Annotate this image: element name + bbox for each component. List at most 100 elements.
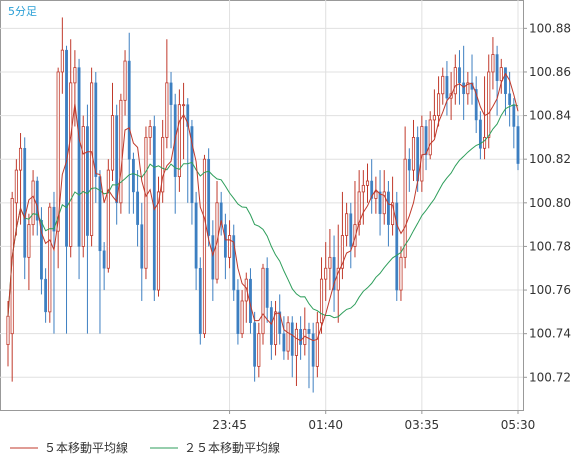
candle xyxy=(110,82,115,182)
candle-body xyxy=(165,82,169,138)
candle xyxy=(223,213,227,280)
candle-body xyxy=(495,54,499,81)
candle-body xyxy=(69,82,73,247)
y-tick-label: 100.86 xyxy=(529,65,571,79)
candle-body xyxy=(395,202,399,291)
candle-body xyxy=(60,49,64,73)
candle-body xyxy=(273,311,278,345)
candle-body xyxy=(140,224,144,269)
candle-body xyxy=(432,115,436,121)
candle-body xyxy=(6,315,10,345)
candle-body xyxy=(223,224,227,258)
candle xyxy=(269,300,273,360)
candle-body xyxy=(315,322,319,367)
candle-body xyxy=(14,169,18,204)
candle-body xyxy=(361,184,365,193)
candle xyxy=(136,170,139,247)
candle-body xyxy=(261,267,265,335)
candle-body xyxy=(407,158,411,171)
candle xyxy=(31,170,35,236)
candle xyxy=(207,148,211,247)
candle-body xyxy=(56,71,60,232)
candle-body xyxy=(44,278,48,313)
candle-body xyxy=(437,93,441,116)
candle-body xyxy=(336,267,340,291)
candle-body xyxy=(48,206,52,313)
candle xyxy=(44,268,48,323)
candle xyxy=(102,242,106,291)
candle xyxy=(56,67,60,269)
candle-body xyxy=(328,256,332,269)
candle-body xyxy=(307,329,311,334)
y-axis: 100.72 100.74 100.76 100.78 100.80 100.82 100.… xyxy=(523,21,571,384)
ma25-line xyxy=(7,104,519,319)
candle xyxy=(186,98,190,203)
timeframe-label: 5分足 xyxy=(8,5,37,18)
candle-body xyxy=(504,67,507,95)
candle xyxy=(441,67,445,105)
candle-body xyxy=(161,136,165,193)
candle xyxy=(328,228,332,291)
candle xyxy=(127,32,131,214)
candle-body xyxy=(286,322,290,352)
candle-body xyxy=(115,115,119,204)
candle xyxy=(232,224,236,301)
candle-body xyxy=(10,198,14,335)
candle-body xyxy=(219,202,223,225)
candle xyxy=(261,263,265,345)
candle xyxy=(86,104,89,334)
candle-body xyxy=(110,115,115,171)
candle xyxy=(148,119,152,155)
candle xyxy=(48,202,52,323)
candle xyxy=(282,316,286,360)
candle xyxy=(115,104,119,225)
candle xyxy=(194,191,198,291)
candle xyxy=(81,115,85,258)
candle xyxy=(23,137,27,280)
candle-body xyxy=(391,202,395,226)
candle xyxy=(499,58,503,94)
candle-body xyxy=(169,82,173,105)
candle-body xyxy=(345,213,349,236)
candle xyxy=(123,50,127,116)
candle xyxy=(140,202,144,301)
candle xyxy=(307,322,311,389)
candle xyxy=(466,71,470,105)
candle xyxy=(182,82,186,160)
candle-body xyxy=(86,126,89,236)
candle xyxy=(198,257,202,345)
y-tick-label: 100.72 xyxy=(529,370,571,384)
x-tick-label: 23:45 xyxy=(212,418,247,432)
candle xyxy=(156,176,161,297)
candle-body xyxy=(232,235,236,291)
candle-body xyxy=(94,82,98,177)
candle-body xyxy=(106,169,110,269)
candle-body xyxy=(27,224,31,258)
candle xyxy=(382,170,386,225)
candle xyxy=(516,115,520,171)
candle xyxy=(236,279,240,345)
candle xyxy=(165,39,169,149)
candle xyxy=(424,119,428,171)
candle xyxy=(219,191,223,236)
candle-body xyxy=(353,224,357,247)
candle-body xyxy=(90,82,94,236)
candle xyxy=(52,191,56,334)
candle xyxy=(387,181,390,247)
candle-body xyxy=(182,104,186,107)
candle-body xyxy=(324,267,328,280)
candle-body xyxy=(18,147,23,171)
candle xyxy=(495,45,499,116)
candle xyxy=(77,58,81,280)
candle-body xyxy=(228,235,232,258)
candle-body xyxy=(340,235,344,269)
candle xyxy=(65,45,68,334)
candle-body xyxy=(294,328,298,356)
candle xyxy=(10,191,14,382)
candle-body xyxy=(365,180,370,186)
candle-body xyxy=(98,176,102,252)
candle xyxy=(119,93,123,214)
moving-average-lines xyxy=(7,72,519,342)
candle-body xyxy=(77,67,81,247)
